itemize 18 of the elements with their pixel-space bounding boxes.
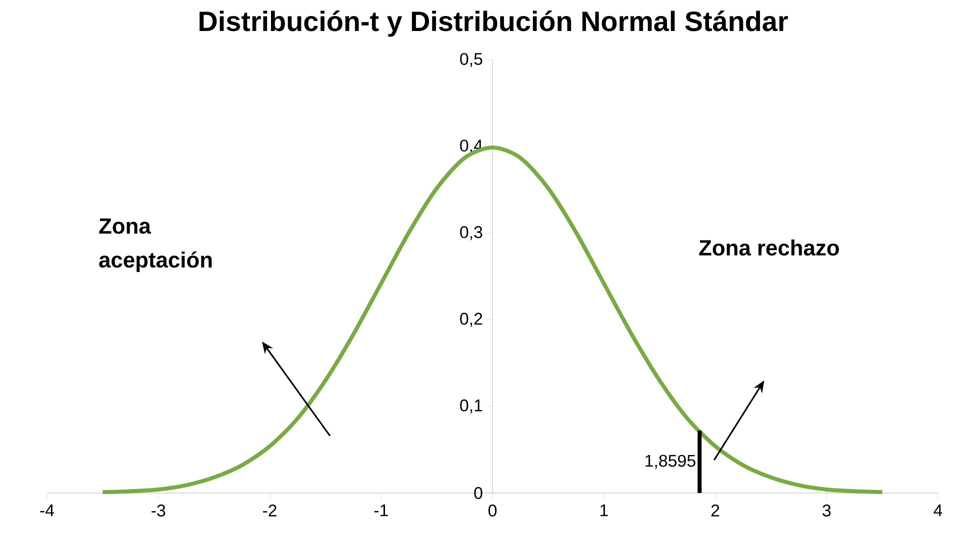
x-tick-label: 3 bbox=[822, 504, 831, 516]
y-tick-label: 0,2 bbox=[460, 312, 482, 327]
y-tick-label: 0,5 bbox=[460, 52, 482, 67]
x-tick-label: -1 bbox=[374, 504, 388, 516]
chart-title: Distribución-t y Distribución Normal Stándar bbox=[200, 10, 788, 37]
annotation: Zona rechazo bbox=[699, 240, 839, 256]
y-tick-label: 0,1 bbox=[460, 399, 482, 414]
ref-line-label: 1,8595 bbox=[646, 454, 696, 469]
x-tick-label: -2 bbox=[262, 504, 276, 516]
x-tick-label: 1 bbox=[600, 504, 608, 516]
x-tick-label: 4 bbox=[934, 504, 942, 516]
y-tick-label: 0,3 bbox=[460, 226, 482, 240]
x-tick-label: -4 bbox=[40, 504, 54, 516]
x-tick-label: 2 bbox=[711, 504, 720, 516]
y-tick-label: 0 bbox=[474, 486, 482, 499]
x-tick-label: 0 bbox=[488, 504, 497, 516]
annotation: Zona aceptación bbox=[99, 218, 212, 272]
x-tick-label: -3 bbox=[152, 504, 166, 516]
